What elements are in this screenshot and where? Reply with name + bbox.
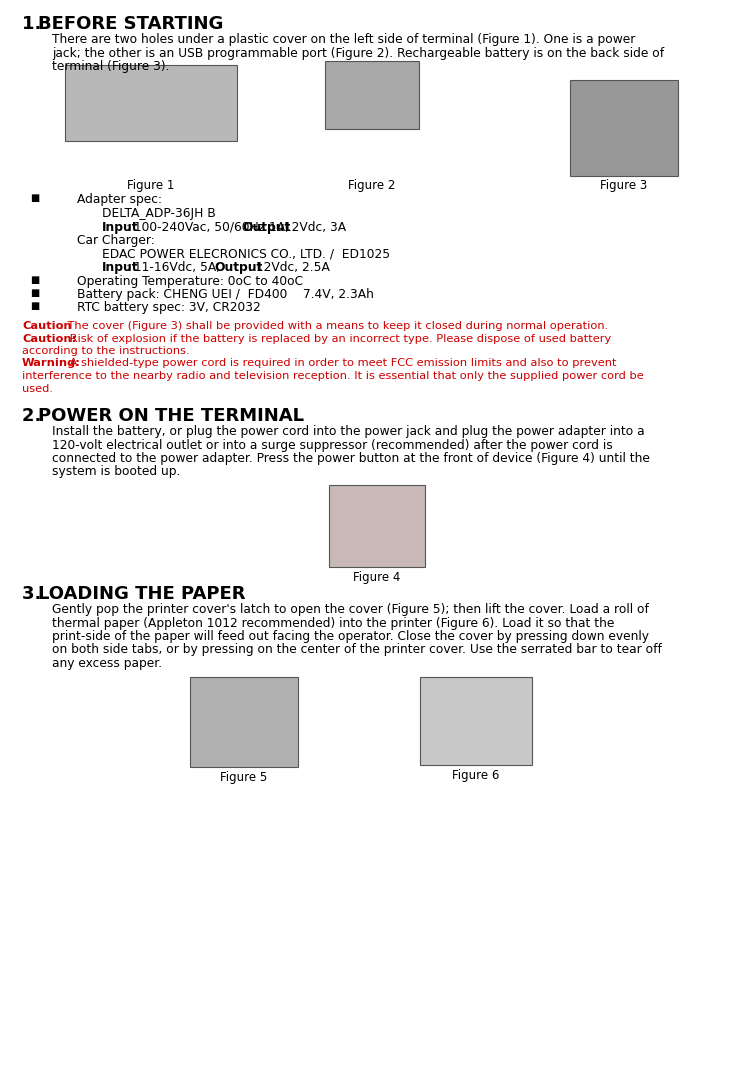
Text: Figure 2: Figure 2	[348, 180, 396, 193]
Text: Gently pop the printer cover's latch to open the cover (Figure 5); then lift the: Gently pop the printer cover's latch to …	[52, 603, 649, 616]
Bar	[65, 65, 237, 141]
Text: ■: ■	[30, 194, 39, 204]
Text: Figure 3: Figure 3	[600, 180, 648, 193]
Text: system is booted up.: system is booted up.	[52, 466, 180, 479]
Text: Output: Output	[242, 221, 290, 234]
Bar	[325, 61, 419, 129]
Text: RTC battery spec: 3V, CR2032: RTC battery spec: 3V, CR2032	[77, 301, 261, 314]
Text: Output: Output	[214, 261, 262, 274]
Text: : 12Vdc, 2.5A: : 12Vdc, 2.5A	[248, 261, 330, 274]
Text: Battery pack: CHENG UEI /  FD400    7.4V, 2.3Ah: Battery pack: CHENG UEI / FD400 7.4V, 2.…	[77, 288, 374, 301]
Bar	[190, 677, 298, 767]
Text: Caution: Caution	[22, 321, 72, 331]
Bar	[329, 485, 425, 567]
Text: ■: ■	[30, 288, 39, 298]
Text: Car Charger:: Car Charger:	[77, 234, 155, 247]
Text: Install the battery, or plug the power cord into the power jack and plug the pow: Install the battery, or plug the power c…	[52, 425, 645, 438]
Text: Figure 1: Figure 1	[127, 180, 175, 193]
Text: DELTA_ADP-36JH B: DELTA_ADP-36JH B	[102, 207, 216, 220]
Text: interference to the nearby radio and television reception. It is essential that : interference to the nearby radio and tel…	[22, 371, 644, 381]
Text: : 12Vdc, 3A: : 12Vdc, 3A	[276, 221, 346, 234]
Text: connected to the power adapter. Press the power button at the front of device (F: connected to the power adapter. Press th…	[52, 452, 650, 465]
Text: print-side of the paper will feed out facing the operator. Close the cover by pr: print-side of the paper will feed out fa…	[52, 630, 649, 643]
Text: A shielded-type power cord is required in order to meet FCC emission limits and : A shielded-type power cord is required i…	[66, 358, 617, 368]
Text: Figure 4: Figure 4	[354, 571, 400, 584]
Text: LOADING THE PAPER: LOADING THE PAPER	[38, 585, 246, 603]
Text: : 100-240Vac, 50/60Hz 1A;: : 100-240Vac, 50/60Hz 1A;	[126, 221, 293, 234]
Text: used.: used.	[22, 383, 53, 393]
Text: : 11-16Vdc, 5A;: : 11-16Vdc, 5A;	[126, 261, 224, 274]
Text: Input: Input	[102, 261, 139, 274]
Text: Figure 5: Figure 5	[220, 770, 268, 783]
Text: any excess paper.: any excess paper.	[52, 657, 162, 670]
Text: Risk of explosion if the battery is replaced by an incorrect type. Please dispos: Risk of explosion if the battery is repl…	[66, 334, 611, 343]
Bar	[420, 677, 532, 765]
Text: terminal (Figure 3).: terminal (Figure 3).	[52, 60, 170, 73]
Bar	[570, 79, 678, 175]
Text: Warning:: Warning:	[22, 358, 81, 368]
Text: There are two holes under a plastic cover on the left side of terminal (Figure 1: There are two holes under a plastic cove…	[52, 32, 636, 45]
Text: BEFORE STARTING: BEFORE STARTING	[38, 15, 223, 32]
Text: Figure 6: Figure 6	[452, 769, 500, 782]
Text: 120-volt electrical outlet or into a surge suppressor (recommended) after the po: 120-volt electrical outlet or into a sur…	[52, 439, 613, 452]
Text: Input: Input	[102, 221, 139, 234]
Text: : The cover (Figure 3) shall be provided with a means to keep it closed during n: : The cover (Figure 3) shall be provided…	[60, 321, 608, 331]
Text: Operating Temperature: 0oC to 40oC: Operating Temperature: 0oC to 40oC	[77, 274, 303, 287]
Text: POWER ON THE TERMINAL: POWER ON THE TERMINAL	[38, 407, 304, 425]
Text: according to the instructions.: according to the instructions.	[22, 345, 189, 356]
Text: 2.: 2.	[22, 407, 48, 425]
Text: on both side tabs, or by pressing on the center of the printer cover. Use the se: on both side tabs, or by pressing on the…	[52, 643, 662, 656]
Text: Caution:: Caution:	[22, 334, 76, 343]
Text: 3.: 3.	[22, 585, 48, 603]
Text: Adapter spec:: Adapter spec:	[77, 194, 162, 207]
Text: thermal paper (Appleton 1012 recommended) into the printer (Figure 6). Load it s: thermal paper (Appleton 1012 recommended…	[52, 616, 615, 629]
Text: EDAC POWER ELECRONICS CO., LTD. /  ED1025: EDAC POWER ELECRONICS CO., LTD. / ED1025	[102, 248, 390, 261]
Text: ■: ■	[30, 274, 39, 285]
Text: ■: ■	[30, 301, 39, 312]
Text: jack; the other is an USB programmable port (Figure 2). Rechargeable battery is : jack; the other is an USB programmable p…	[52, 47, 664, 60]
Text: 1.: 1.	[22, 15, 48, 32]
